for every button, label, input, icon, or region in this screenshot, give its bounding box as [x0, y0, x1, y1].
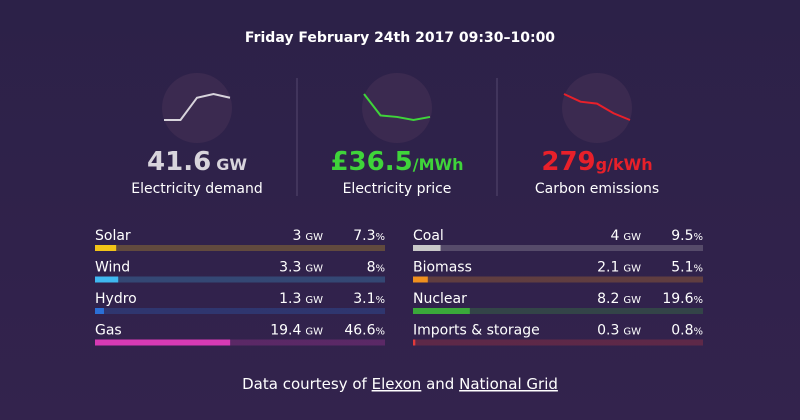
- source-name: Nuclear: [413, 291, 467, 307]
- value: 3: [292, 228, 301, 244]
- sparkline: [164, 92, 231, 121]
- headline-value: 279g/kWh: [541, 147, 652, 177]
- value: 0.8: [671, 323, 693, 339]
- value: 7.3: [353, 228, 375, 244]
- bar-track: [413, 308, 703, 314]
- source-name: Gas: [95, 323, 122, 339]
- title: Friday February 24th 2017 09:30–10:00: [245, 30, 555, 46]
- unit: %: [375, 327, 385, 338]
- value: 41.6: [147, 147, 211, 177]
- value: 19.6: [662, 291, 693, 307]
- source-percent: 9.5%: [671, 228, 703, 244]
- bar-track: [413, 339, 703, 346]
- bar-track: [95, 276, 385, 283]
- footer: Data courtesy of Elexon and National Gri…: [242, 375, 558, 393]
- value: 9.5: [671, 228, 693, 244]
- unit: %: [693, 232, 703, 243]
- bar: [95, 308, 104, 314]
- bar-track: [95, 308, 385, 314]
- unit: /MWh: [413, 155, 464, 174]
- value: 8.2: [597, 291, 619, 307]
- bar: [95, 245, 117, 251]
- source-percent: 3.1%: [353, 291, 385, 307]
- headline-label: Carbon emissions: [535, 181, 659, 197]
- value: £36.5: [330, 147, 412, 177]
- sparkline: [563, 93, 631, 121]
- value: 2.1: [597, 260, 619, 276]
- unit: GW: [623, 232, 641, 243]
- source-percent: 46.6%: [344, 323, 385, 339]
- bar: [413, 339, 416, 346]
- unit: g/kWh: [596, 155, 653, 174]
- bar: [413, 308, 470, 314]
- headline-value: 41.6 GW: [147, 147, 247, 177]
- unit: GW: [623, 327, 641, 338]
- source-percent: 5.1%: [671, 260, 703, 276]
- source-name: Hydro: [95, 291, 137, 307]
- value: 0.3: [597, 323, 619, 339]
- unit: %: [375, 264, 385, 275]
- link[interactable]: Elexon: [372, 375, 422, 393]
- value: 1.3: [279, 291, 301, 307]
- sparkline-circle: [362, 73, 432, 143]
- footer-text: and: [426, 375, 454, 393]
- value: 46.6: [344, 323, 375, 339]
- unit: GW: [305, 264, 323, 275]
- source-gw: 3 GW: [292, 228, 323, 244]
- bar-track: [95, 245, 385, 251]
- source-gw: 8.2 GW: [597, 291, 641, 307]
- bar: [95, 276, 119, 283]
- value: 3.3: [279, 260, 301, 276]
- unit: %: [693, 295, 703, 306]
- unit: GW: [623, 295, 641, 306]
- unit: %: [693, 327, 703, 338]
- bar: [413, 276, 428, 283]
- unit: GW: [623, 264, 641, 275]
- headline-label: Electricity demand: [131, 181, 262, 197]
- source-gw: 1.3 GW: [279, 291, 323, 307]
- source-gw: 0.3 GW: [597, 323, 641, 339]
- value: 279: [541, 147, 595, 177]
- bar: [95, 339, 231, 346]
- bar-track: [413, 245, 703, 251]
- source-gw: 3.3 GW: [279, 260, 323, 276]
- value: 8: [367, 260, 376, 276]
- value: 5.1: [671, 260, 693, 276]
- source-name: Wind: [95, 260, 130, 276]
- unit: GW: [305, 327, 323, 338]
- value: 4: [610, 228, 619, 244]
- source-gw: 2.1 GW: [597, 260, 641, 276]
- sparkline-circle: [162, 73, 232, 143]
- unit: %: [693, 264, 703, 275]
- bar: [413, 245, 441, 251]
- value: 19.4: [270, 323, 301, 339]
- link[interactable]: National Grid: [459, 375, 558, 393]
- sparkline: [363, 93, 431, 122]
- unit: GW: [216, 155, 247, 174]
- source-percent: 19.6%: [662, 291, 703, 307]
- headline-label: Electricity price: [343, 181, 452, 197]
- unit: %: [375, 232, 385, 243]
- unit: %: [375, 295, 385, 306]
- sparkline-circle: [562, 73, 632, 143]
- source-gw: 19.4 GW: [270, 323, 323, 339]
- source-percent: 0.8%: [671, 323, 703, 339]
- value: 3.1: [353, 291, 375, 307]
- unit: GW: [305, 295, 323, 306]
- unit: GW: [305, 232, 323, 243]
- headline-value: £36.5/MWh: [330, 147, 463, 177]
- source-name: Solar: [95, 228, 131, 244]
- source-gw: 4 GW: [610, 228, 641, 244]
- source-name: Biomass: [413, 260, 472, 276]
- bar-track: [413, 276, 703, 283]
- source-name: Imports & storage: [413, 323, 540, 339]
- footer-text: Data courtesy of: [242, 375, 367, 393]
- source-percent: 7.3%: [353, 228, 385, 244]
- source-percent: 8%: [367, 260, 385, 276]
- source-name: Coal: [413, 228, 444, 244]
- bar-track: [95, 339, 385, 346]
